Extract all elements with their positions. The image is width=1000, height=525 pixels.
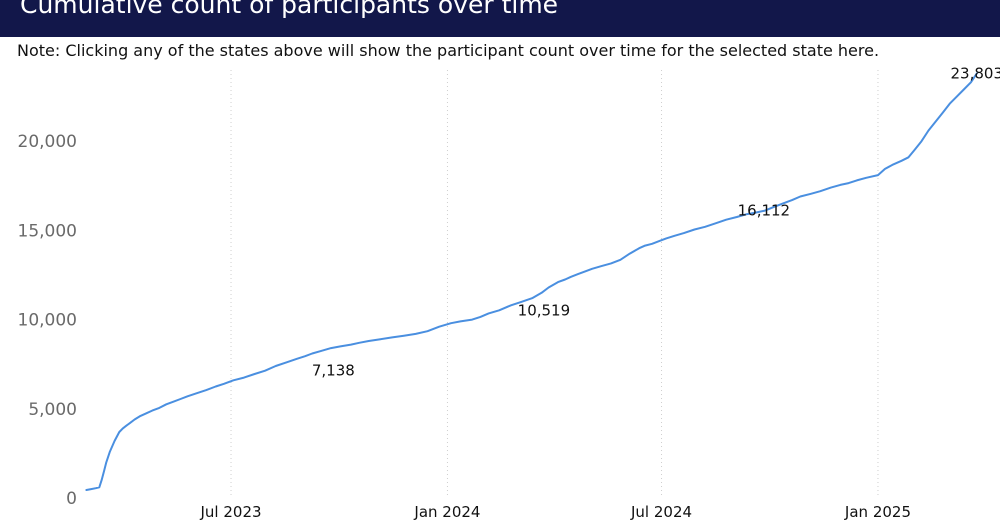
series-layer: [85, 72, 978, 491]
x-axis: Jul 2023 Jan 2024 Jul 2024 Jan 2025: [200, 503, 911, 521]
y-tick-label: 15,000: [18, 221, 77, 241]
data-label: 7,138: [312, 362, 355, 380]
chart-header: Cumulative count of participants over ti…: [0, 0, 1000, 37]
grid-lines: [230, 70, 879, 498]
data-label: 16,112: [738, 202, 791, 220]
data-label: 10,519: [518, 301, 571, 319]
x-tick-label: Jan 2025: [844, 503, 911, 521]
y-tick-label: 10,000: [18, 311, 77, 331]
y-tick-label: 20,000: [18, 132, 77, 152]
x-tick-label: Jul 2023: [200, 503, 262, 521]
x-tick-label: Jul 2024: [630, 503, 692, 521]
data-labels: 7,138 10,519 16,112 23,803: [312, 64, 1000, 379]
chart-title: Cumulative count of participants over ti…: [20, 0, 559, 19]
y-axis: 0 5,000 10,000 15,000 20,000: [18, 132, 77, 509]
x-tick-label: Jan 2024: [413, 503, 480, 521]
y-tick-label: 0: [66, 489, 77, 509]
chart-note: Note: Clicking any of the states above w…: [17, 41, 880, 60]
y-tick-label: 5,000: [28, 400, 77, 420]
series-line: [85, 72, 978, 491]
data-label: 23,803: [951, 64, 1000, 82]
